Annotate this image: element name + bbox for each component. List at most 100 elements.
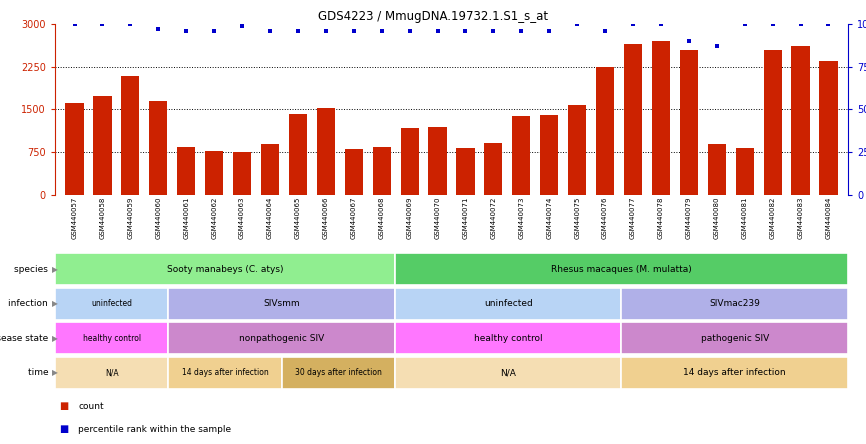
Text: N/A: N/A (105, 368, 119, 377)
Text: GSM440084: GSM440084 (825, 196, 831, 238)
Text: time: time (28, 368, 51, 377)
Point (207, 27, 221, 34)
Bar (55, 357, 168, 388)
Bar (149, 101, 167, 195)
Text: GSM440075: GSM440075 (574, 196, 580, 238)
Point (710, 43, 724, 50)
Text: GSM440068: GSM440068 (378, 196, 385, 238)
Text: 14 days after infection: 14 days after infection (683, 368, 786, 377)
Bar (281, 357, 395, 388)
Text: pathogenic SIV: pathogenic SIV (701, 334, 769, 343)
Text: GSM440062: GSM440062 (211, 196, 217, 238)
Bar (512, 116, 530, 195)
Bar (401, 128, 418, 195)
Point (375, 27, 389, 34)
Text: GSM440061: GSM440061 (184, 196, 190, 238)
Bar (540, 115, 559, 195)
Text: N/A: N/A (501, 368, 516, 377)
Point (124, 20, 138, 28)
Bar (395, 254, 848, 285)
Bar (484, 143, 502, 195)
Text: SIVsmm: SIVsmm (263, 299, 300, 308)
Text: infection: infection (9, 299, 51, 308)
Text: uninfected: uninfected (484, 299, 533, 308)
Bar (55, 254, 395, 285)
Bar (55, 288, 168, 320)
Text: GSM440081: GSM440081 (741, 196, 747, 238)
Text: GSM440063: GSM440063 (239, 196, 245, 238)
Bar (66, 103, 84, 195)
Text: GSM440083: GSM440083 (798, 196, 804, 238)
Text: species: species (14, 265, 51, 274)
Bar (168, 357, 281, 388)
Point (458, 27, 472, 34)
Bar (429, 127, 447, 195)
Text: GSM440077: GSM440077 (630, 196, 636, 238)
Text: GSM440071: GSM440071 (462, 196, 469, 238)
Point (319, 27, 333, 34)
Point (738, 20, 752, 28)
Bar (764, 50, 782, 195)
Point (347, 27, 361, 34)
Text: ■: ■ (60, 401, 68, 411)
Text: GDS4223 / MmugDNA.19732.1.S1_s_at: GDS4223 / MmugDNA.19732.1.S1_s_at (318, 10, 548, 23)
Text: percentile rank within the sample: percentile rank within the sample (79, 424, 231, 434)
Point (95, 20, 109, 28)
Text: GSM440060: GSM440060 (155, 196, 161, 238)
Bar (94, 96, 112, 195)
Point (626, 20, 640, 28)
Text: GSM440079: GSM440079 (686, 196, 692, 238)
Bar (395, 322, 622, 354)
Text: Sooty manabeys (C. atys): Sooty manabeys (C. atys) (166, 265, 283, 274)
Bar (168, 322, 395, 354)
Point (430, 27, 444, 34)
Point (487, 27, 501, 34)
Point (68, 20, 81, 28)
Bar (622, 357, 848, 388)
Text: GSM440082: GSM440082 (770, 196, 776, 238)
Bar (205, 151, 223, 195)
Text: GSM440066: GSM440066 (323, 196, 329, 238)
Text: GSM440059: GSM440059 (127, 196, 133, 238)
Bar (372, 147, 391, 195)
Text: GSM440074: GSM440074 (546, 196, 553, 238)
Text: healthy control: healthy control (474, 334, 542, 343)
Text: GSM440064: GSM440064 (267, 196, 273, 238)
Text: GSM440073: GSM440073 (519, 196, 524, 238)
Bar (568, 105, 586, 195)
Text: disease state: disease state (0, 334, 51, 343)
Point (403, 27, 417, 34)
Point (542, 27, 556, 34)
Point (291, 27, 305, 34)
Bar (622, 322, 848, 354)
Bar (708, 144, 726, 195)
Point (654, 20, 668, 28)
Text: 30 days after infection: 30 days after infection (294, 368, 382, 377)
Point (570, 20, 584, 28)
Point (682, 38, 695, 45)
Text: GSM440070: GSM440070 (435, 196, 441, 238)
Bar (652, 41, 670, 195)
Bar (596, 67, 614, 195)
Point (822, 20, 836, 28)
Text: uninfected: uninfected (91, 299, 132, 308)
Point (179, 27, 193, 34)
Bar (317, 108, 335, 195)
Bar (233, 152, 251, 195)
Point (793, 20, 807, 28)
Text: Rhesus macaques (M. mulatta): Rhesus macaques (M. mulatta) (551, 265, 692, 274)
Point (152, 26, 165, 33)
Bar (168, 288, 395, 320)
Point (598, 27, 612, 34)
Text: nonpathogenic SIV: nonpathogenic SIV (239, 334, 324, 343)
Bar (345, 149, 363, 195)
Text: ▶: ▶ (52, 265, 58, 274)
Bar (289, 114, 307, 195)
Bar (261, 144, 279, 195)
Text: ▶: ▶ (52, 299, 58, 308)
Text: GSM440065: GSM440065 (295, 196, 301, 238)
Text: GSM440067: GSM440067 (351, 196, 357, 238)
Point (236, 22, 249, 29)
Text: 14 days after infection: 14 days after infection (182, 368, 268, 377)
Text: healthy control: healthy control (82, 334, 140, 343)
